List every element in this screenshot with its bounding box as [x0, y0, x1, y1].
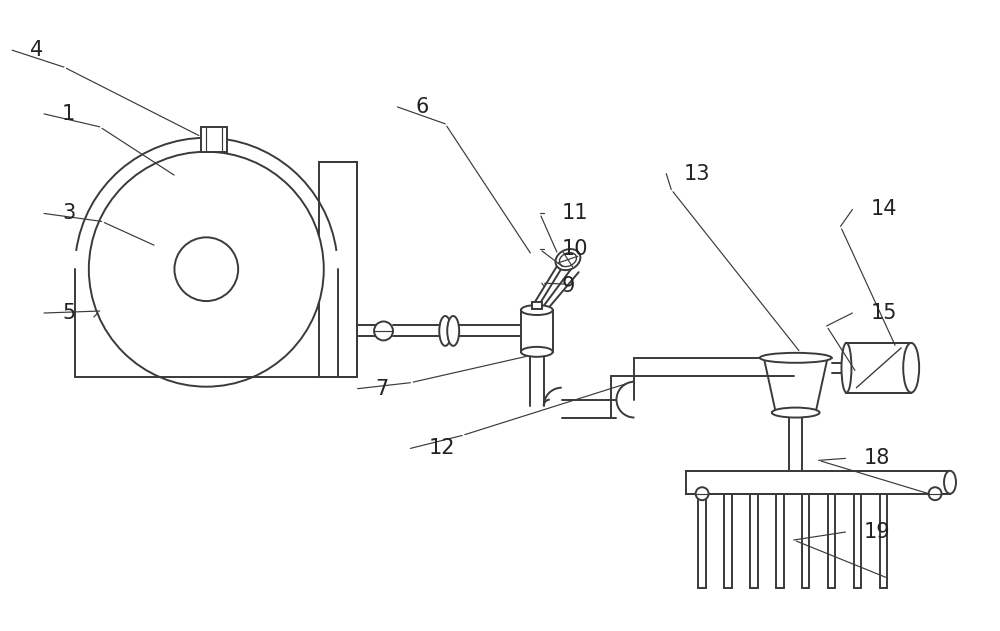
Ellipse shape: [521, 347, 553, 357]
Text: 18: 18: [863, 449, 890, 468]
Bar: [532, 302, 542, 309]
Ellipse shape: [521, 305, 553, 315]
Ellipse shape: [555, 249, 580, 270]
Ellipse shape: [439, 316, 451, 346]
Ellipse shape: [772, 408, 820, 418]
Text: 13: 13: [684, 163, 711, 184]
Bar: [521, 310, 553, 352]
Ellipse shape: [447, 316, 459, 346]
Bar: [319, 162, 357, 377]
Text: 3: 3: [62, 203, 75, 223]
Text: 1: 1: [62, 104, 75, 124]
Circle shape: [929, 487, 942, 500]
Circle shape: [89, 151, 324, 387]
Ellipse shape: [944, 471, 956, 493]
Ellipse shape: [903, 343, 919, 392]
Text: 11: 11: [562, 203, 588, 223]
Bar: [846, 343, 911, 392]
Text: 10: 10: [562, 239, 588, 259]
Circle shape: [696, 487, 709, 500]
Text: 9: 9: [562, 276, 575, 296]
Ellipse shape: [559, 252, 577, 266]
Bar: [201, 127, 227, 151]
Circle shape: [174, 237, 238, 301]
Text: 5: 5: [62, 303, 75, 323]
Text: 19: 19: [863, 522, 890, 542]
Text: 4: 4: [30, 40, 43, 60]
Bar: [686, 471, 950, 493]
Text: 6: 6: [415, 97, 429, 117]
Text: 7: 7: [376, 379, 389, 399]
Ellipse shape: [841, 343, 851, 392]
Text: 12: 12: [428, 439, 455, 458]
Text: 14: 14: [870, 199, 897, 220]
Ellipse shape: [760, 353, 832, 363]
Text: 15: 15: [870, 303, 897, 323]
Circle shape: [374, 321, 393, 340]
